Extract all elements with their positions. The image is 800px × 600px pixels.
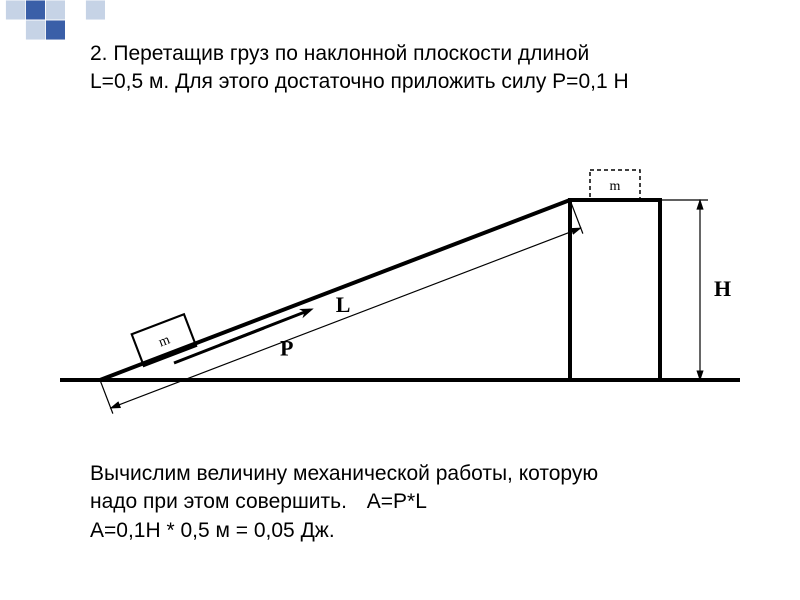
svg-text:m: m [610, 179, 621, 194]
answer-block: Вычислим величину механической работы, к… [90, 460, 770, 545]
answer-line-2: A=0,1Н * 0,5 м = 0,05 Дж. [90, 519, 335, 542]
svg-text:m: m [157, 333, 173, 351]
answer-line-1a: Вычислим величину механической работы, к… [90, 462, 598, 485]
answer-line-1b: надо при этом совершить. [90, 490, 347, 513]
corner-decoration [0, 0, 120, 40]
problem-line-2: L=0,5 м. Для этого достаточно приложить … [90, 70, 629, 93]
problem-line-1: 2. Перетащив груз по наклонной плоскости… [90, 42, 589, 65]
svg-text:H: H [714, 276, 731, 301]
svg-text:L: L [336, 292, 351, 317]
inclined-plane-diagram: mmPLH [60, 130, 740, 430]
answer-formula: A=P*L [367, 490, 427, 513]
problem-statement: 2. Перетащив груз по наклонной плоскости… [90, 40, 770, 97]
